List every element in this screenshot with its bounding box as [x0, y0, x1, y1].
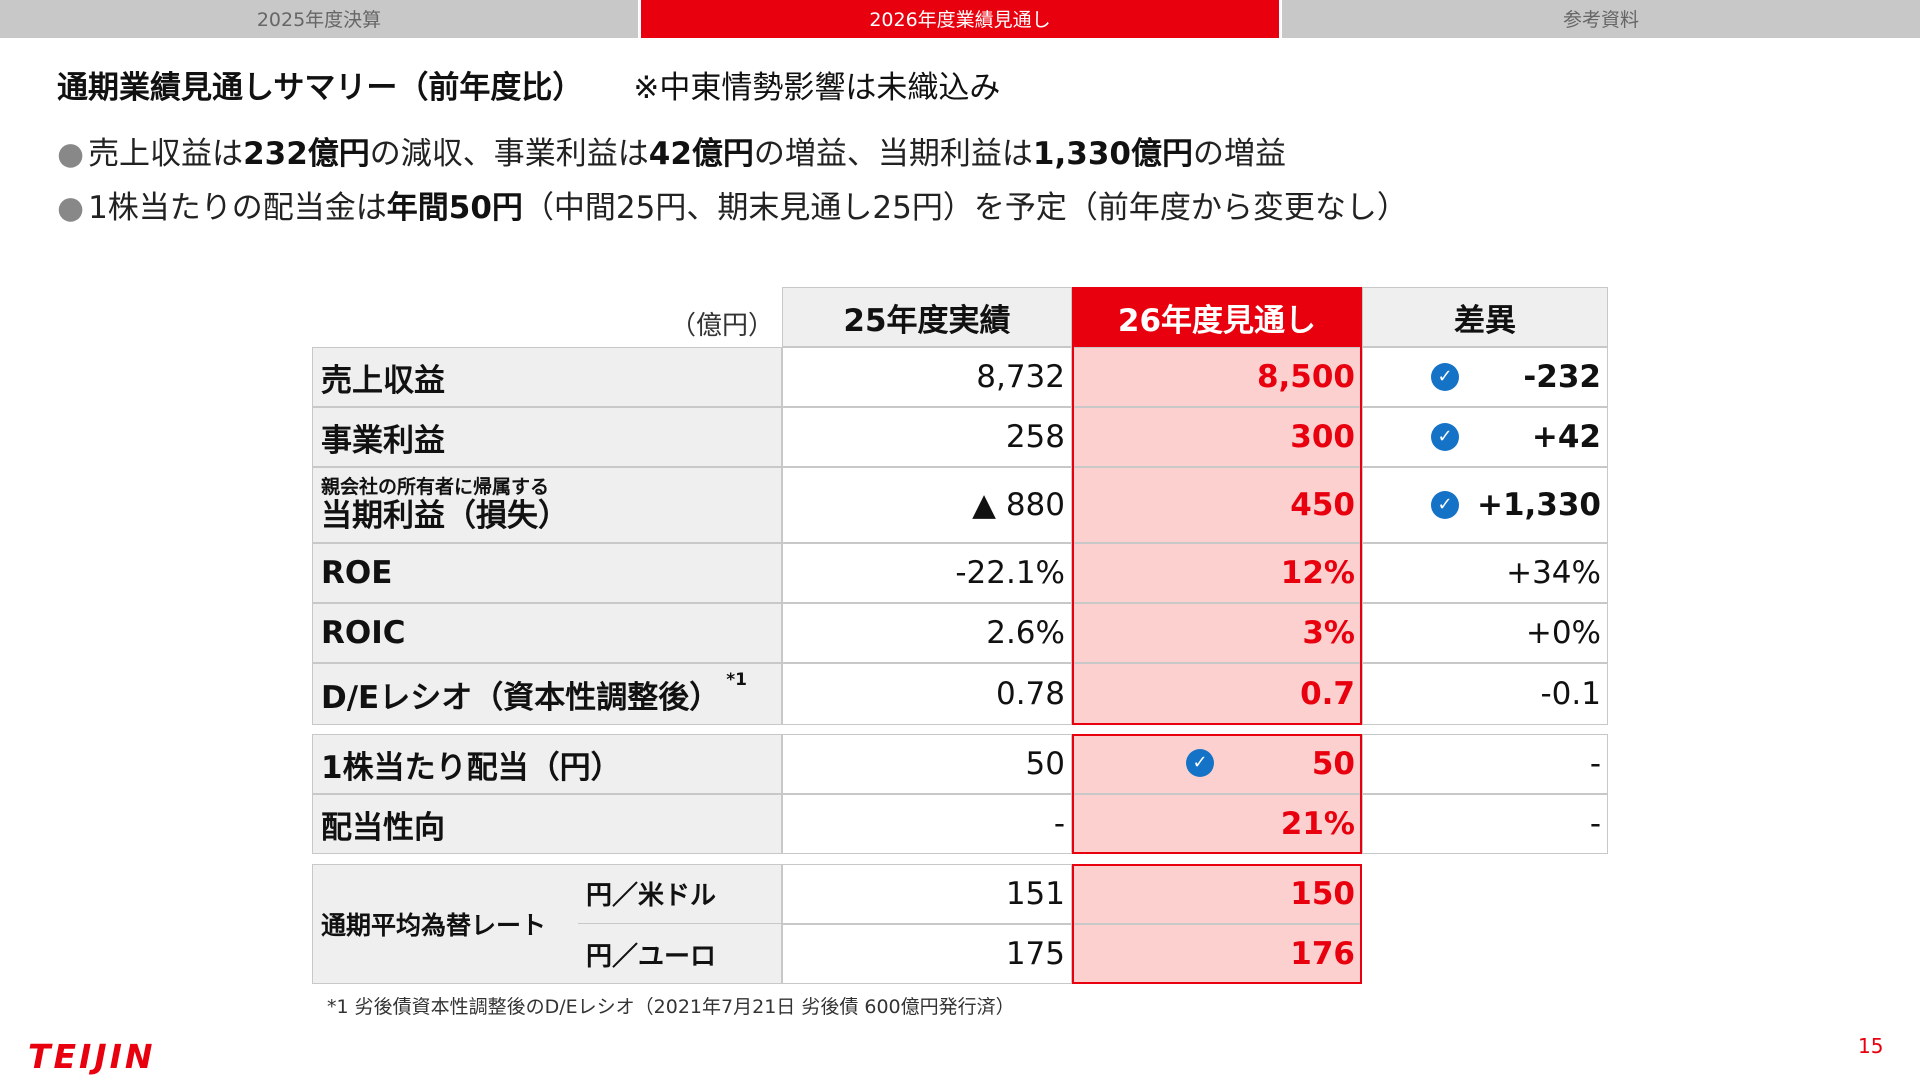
header-forecast: 26年度見通し: [1072, 287, 1362, 347]
fx-pair-usd: 円／米ドル: [578, 864, 782, 924]
operating-profit-forecast: 300: [1072, 407, 1362, 467]
dividend-actual: 50: [782, 734, 1072, 794]
bullet-text: の増益、当期利益は: [753, 136, 1033, 172]
bullet-text: （中間25円、期末見通し25円）を予定（前年度から変更なし）: [522, 190, 1408, 226]
row-label-net-income: 親会社の所有者に帰属する 当期利益（損失）: [312, 467, 782, 543]
bullet-dot-icon: ●: [57, 190, 85, 226]
bullet-text: 売上収益は: [88, 136, 244, 172]
page-number: 15: [1858, 1034, 1884, 1058]
roic-actual: 2.6%: [782, 603, 1072, 663]
section-tabs: 2025年度決算 2026年度業績見通し 参考資料: [0, 0, 1920, 38]
net-income-forecast: 450: [1072, 467, 1362, 543]
check-icon: ✓: [1431, 491, 1459, 519]
header-diff: 差異: [1362, 287, 1608, 347]
row-label-revenue: 売上収益: [312, 347, 782, 407]
revenue-diff: -232: [1362, 347, 1608, 407]
bullet-bold: 年間50円: [386, 190, 523, 226]
header-actual: 25年度実績: [782, 287, 1072, 347]
bullet-text: 1株当たりの配当金は: [88, 190, 387, 226]
row-label-operating-profit: 事業利益: [312, 407, 782, 467]
roe-diff: +34%: [1362, 543, 1608, 603]
net-income-diff: +1,330: [1362, 467, 1608, 543]
bullet-bold: 232億円: [243, 136, 370, 172]
row-label-de-ratio: D/Eレシオ（資本性調整後） *1: [312, 663, 782, 725]
operating-profit-actual: 258: [782, 407, 1072, 467]
de-ratio-forecast: 0.7: [1072, 663, 1362, 725]
payout-ratio-diff: -: [1362, 794, 1608, 854]
footnote: *1 劣後債資本性調整後のD/Eレシオ（2021年7月21日 劣後債 600億円…: [327, 996, 1015, 1018]
fx-eur-actual: 175: [782, 924, 1072, 984]
dividend-forecast: 50: [1072, 734, 1362, 794]
row-label-roe: ROE: [312, 543, 782, 603]
payout-ratio-forecast: 21%: [1072, 794, 1362, 854]
page-title: 通期業績見通しサマリー（前年度比） ※中東情勢影響は未織込み: [57, 62, 1000, 107]
row-label-dividend: 1株当たり配当（円）: [312, 734, 782, 794]
bullet-text: の増益: [1192, 136, 1286, 172]
fx-usd-forecast: 150: [1072, 864, 1362, 924]
net-income-actual: ▲ 880: [782, 467, 1072, 543]
check-icon: ✓: [1431, 363, 1459, 391]
net-income-label-small: 親会社の所有者に帰属する: [321, 476, 550, 498]
row-label-roic: ROIC: [312, 603, 782, 663]
fx-usd-actual: 151: [782, 864, 1072, 924]
roe-actual: -22.1%: [782, 543, 1072, 603]
bullet-2: ● 1株当たりの配当金は年間50円（中間25円、期末見通し25円）を予定（前年度か…: [57, 182, 1408, 227]
de-ratio-actual: 0.78: [782, 663, 1072, 725]
bullet-bold: 1,330億円: [1032, 136, 1193, 172]
bullet-1: ● 売上収益は232億円の減収、事業利益は42億円の増益、当期利益は1,330億円…: [57, 128, 1286, 173]
fx-block-label-cell: 通期平均為替レート: [312, 864, 782, 984]
operating-profit-diff: +42: [1362, 407, 1608, 467]
revenue-actual: 8,732: [782, 347, 1072, 407]
check-icon: ✓: [1431, 423, 1459, 451]
row-label-payout-ratio: 配当性向: [312, 794, 782, 854]
teijin-logo: TEIJIN: [28, 1037, 156, 1076]
title-text: 通期業績見通しサマリー（前年度比）: [57, 70, 584, 106]
de-ratio-footnote-marker: *1: [726, 670, 747, 690]
roic-diff: +0%: [1362, 603, 1608, 663]
tab-2025-results[interactable]: 2025年度決算: [0, 0, 638, 38]
bullet-text: の減収、事業利益は: [369, 136, 649, 172]
bullet-dot-icon: ●: [57, 136, 85, 172]
dividend-diff: -: [1362, 734, 1608, 794]
roic-forecast: 3%: [1072, 603, 1362, 663]
payout-ratio-actual: -: [782, 794, 1072, 854]
roe-forecast: 12%: [1072, 543, 1362, 603]
fx-pair-eur: 円／ユーロ: [586, 941, 717, 972]
de-ratio-diff: -0.1: [1362, 663, 1608, 725]
check-icon: ✓: [1186, 749, 1214, 777]
tab-reference[interactable]: 参考資料: [1282, 0, 1920, 38]
bullet-bold: 42億円: [648, 136, 754, 172]
title-note: ※中東情勢影響は未織込み: [633, 70, 1001, 106]
tab-2026-forecast[interactable]: 2026年度業績見通し: [641, 0, 1279, 38]
de-ratio-label: D/Eレシオ（資本性調整後）: [321, 679, 721, 716]
net-income-label: 当期利益（損失）: [321, 498, 569, 534]
fx-eur-forecast: 176: [1072, 924, 1362, 984]
fx-label: 通期平均為替レート: [321, 911, 547, 940]
unit-label: （億円）: [670, 311, 775, 341]
revenue-forecast: 8,500: [1072, 347, 1362, 407]
